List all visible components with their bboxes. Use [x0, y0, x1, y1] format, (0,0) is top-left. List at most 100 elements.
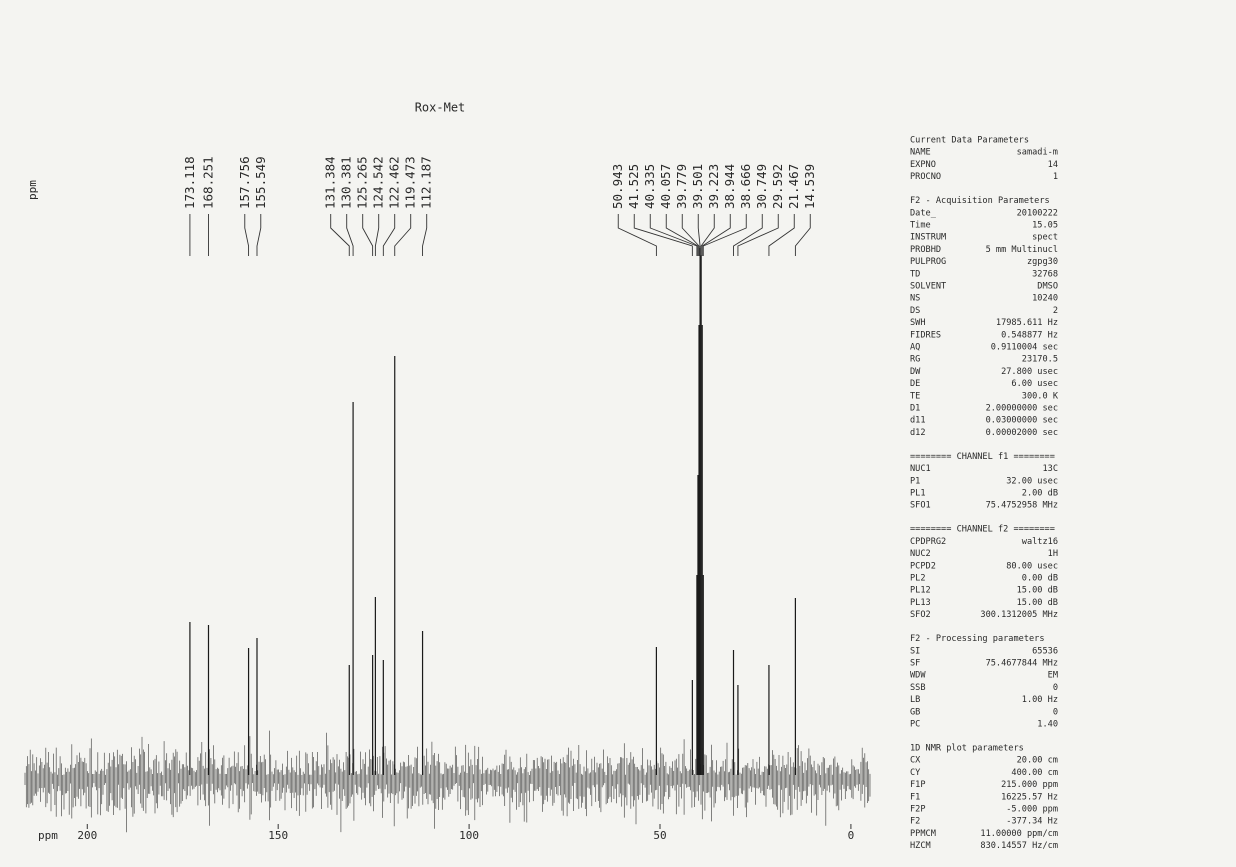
param-value: 15.00 dB [1017, 598, 1058, 608]
param-key: DE [910, 379, 920, 389]
param-key: AQ [910, 343, 920, 353]
peak-label: 40.057 [658, 164, 673, 209]
param-value: 16225.57 Hz [1001, 792, 1058, 802]
x-tick-label: 50 [653, 829, 666, 842]
param-value: zgpg30 [1027, 257, 1058, 267]
param-key: DW [910, 367, 921, 377]
section-title: ======== CHANNEL f2 ======== [910, 525, 1055, 535]
param-value: 11.00000 ppm/cm [980, 829, 1058, 839]
label-connector [346, 214, 354, 256]
label-connector [374, 214, 380, 256]
section-title: ======== CHANNEL f1 ======== [910, 452, 1055, 462]
peak-label: 50.943 [610, 164, 625, 209]
param-value: 0.9110004 sec [991, 343, 1058, 353]
param-key: PL12 [910, 586, 931, 596]
param-value: 32.00 usec [1006, 476, 1058, 486]
param-value: 300.0 K [1022, 391, 1059, 401]
label-connector [794, 214, 811, 256]
param-value: 14 [1048, 160, 1058, 170]
param-key: SF [910, 659, 920, 669]
label-connector [633, 214, 693, 256]
peak-label: 40.335 [642, 164, 657, 209]
peak-label: 30.749 [754, 164, 769, 209]
chart-title: Rox-Met [415, 101, 466, 115]
section-title: 1D NMR plot parameters [910, 744, 1024, 754]
param-value: EM [1048, 671, 1058, 681]
label-connector [768, 214, 795, 256]
peak-label: 112.187 [419, 156, 434, 209]
label-connector [701, 214, 731, 256]
label-connector [330, 214, 350, 256]
param-key: PL2 [910, 574, 926, 584]
peak-label: 168.251 [200, 156, 215, 209]
param-key: NAME [910, 148, 931, 158]
section-title: Current Data Parameters [910, 136, 1029, 146]
x-tick-label: 200 [77, 829, 97, 842]
param-key: PL13 [910, 598, 931, 608]
param-key: NUC2 [910, 549, 931, 559]
param-key: Date_ [910, 208, 937, 218]
label-connector [649, 214, 698, 256]
param-value: 27.800 usec [1001, 367, 1058, 377]
y-unit-label: ppm [26, 180, 39, 200]
peak-label: 38.666 [738, 164, 753, 209]
section-title: F2 - Processing parameters [910, 634, 1045, 644]
param-key: PPMCM [910, 829, 936, 839]
param-value: 0 [1053, 707, 1058, 717]
param-key: PL1 [910, 489, 926, 499]
plot: 200 150 100 50 0 173.118 168.251 157.756 155.549… [24, 156, 871, 842]
param-key: PC [910, 720, 920, 730]
label-connector [617, 214, 657, 256]
label-connector [737, 214, 779, 256]
param-key: HZCM [910, 841, 931, 851]
param-value: 2.00 dB [1022, 489, 1058, 499]
label-connector [665, 214, 699, 256]
param-key: LB [910, 695, 920, 705]
param-key: d11 [910, 416, 926, 426]
x-tick-label: 100 [459, 829, 479, 842]
peak-label: 38.944 [722, 164, 737, 209]
param-value: 0.00002000 sec [986, 428, 1058, 438]
param-value: 75.4752958 MHz [986, 501, 1058, 511]
param-value: 215.000 ppm [1001, 780, 1058, 790]
param-value: 17985.611 Hz [996, 318, 1058, 328]
param-value: DMSO [1037, 282, 1058, 292]
x-tick-label: 0 [848, 829, 855, 842]
param-key: GB [910, 707, 920, 717]
param-key: SI [910, 646, 920, 656]
x-tick-label: 150 [268, 829, 288, 842]
label-connector [244, 214, 250, 256]
param-value: 20100222 [1017, 208, 1058, 218]
param-key: SOLVENT [910, 282, 946, 292]
param-key: DS [910, 306, 920, 316]
label-connector [256, 214, 262, 256]
param-key: SWH [910, 318, 926, 328]
param-key: NS [910, 294, 920, 304]
param-key: Time [910, 221, 931, 231]
peak-label: 39.501 [690, 164, 705, 209]
param-value: 23170.5 [1022, 355, 1058, 365]
param-value: 80.00 usec [1006, 561, 1058, 571]
peak-label: 131.384 [323, 156, 338, 209]
param-value: 32768 [1032, 269, 1058, 279]
param-key: PULPROG [910, 257, 946, 267]
param-key: CPDPRG2 [910, 537, 946, 547]
param-key: SFO2 [910, 610, 931, 620]
param-value: 1.40 [1037, 720, 1058, 730]
param-value: 13C [1042, 464, 1058, 474]
param-value: 1.00 Hz [1022, 695, 1058, 705]
param-key: P1 [910, 476, 920, 486]
param-key: F2 [910, 817, 920, 827]
param-value: 65536 [1032, 646, 1058, 656]
param-value: 2 [1053, 306, 1058, 316]
param-key: F1P [910, 780, 926, 790]
label-connector [700, 214, 715, 256]
param-value: 15.00 dB [1017, 586, 1058, 596]
peak-label: 124.542 [371, 156, 386, 209]
label-connector [702, 214, 747, 256]
param-key: FIDRES [910, 330, 941, 340]
peak-label: 119.473 [403, 156, 418, 209]
param-key: WDW [910, 671, 926, 681]
